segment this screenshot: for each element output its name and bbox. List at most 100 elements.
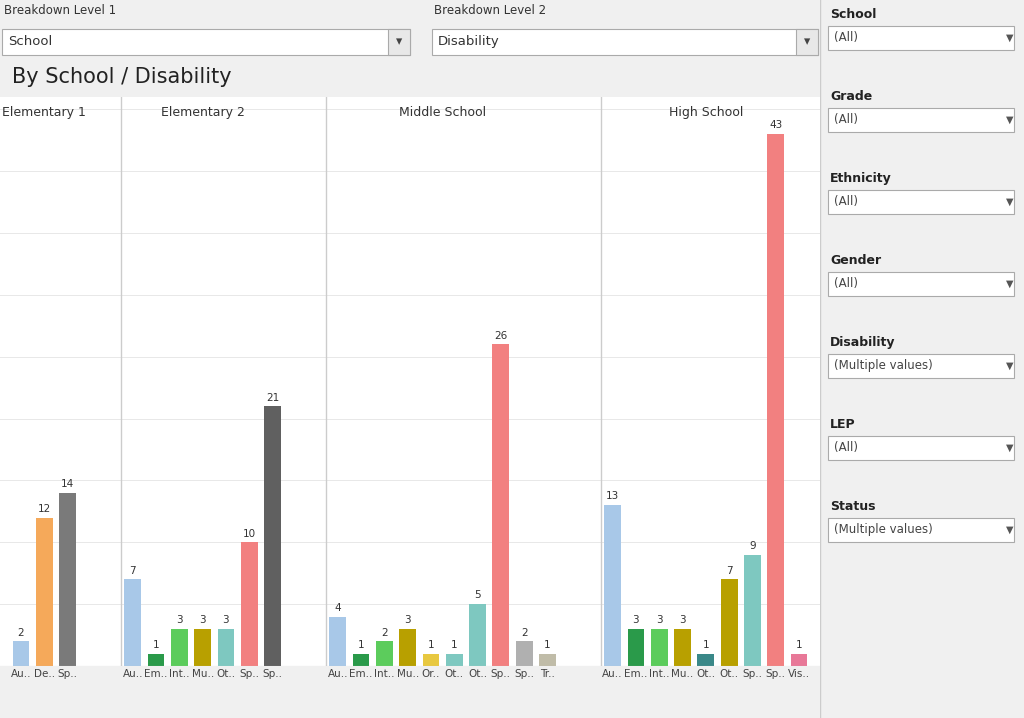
Bar <box>217 629 234 666</box>
Text: 1: 1 <box>451 640 458 650</box>
Bar <box>432 29 818 55</box>
Text: High School: High School <box>669 106 743 118</box>
Text: 26: 26 <box>495 331 508 340</box>
Bar <box>744 555 761 666</box>
Bar <box>2 29 410 55</box>
Text: (All): (All) <box>834 277 858 291</box>
Text: 1: 1 <box>544 640 551 650</box>
Bar <box>12 641 30 666</box>
Text: 3: 3 <box>222 615 229 625</box>
Text: 7: 7 <box>129 566 136 576</box>
Bar <box>147 653 165 666</box>
Text: (Multiple values): (Multiple values) <box>834 360 933 373</box>
Text: 12: 12 <box>38 504 51 514</box>
Text: By School / Disability: By School / Disability <box>12 67 231 87</box>
Text: Disability: Disability <box>830 336 896 349</box>
Text: 5: 5 <box>474 590 481 600</box>
Bar <box>516 641 532 666</box>
Text: 1: 1 <box>796 640 803 650</box>
Text: 14: 14 <box>61 479 74 489</box>
Text: ▼: ▼ <box>1007 443 1014 453</box>
Bar <box>828 518 1014 542</box>
Text: (All): (All) <box>834 195 858 208</box>
Text: 3: 3 <box>200 615 206 625</box>
Text: ▾: ▾ <box>396 35 402 49</box>
Bar <box>628 629 644 666</box>
Bar <box>651 629 668 666</box>
Text: ▼: ▼ <box>1007 279 1014 289</box>
Text: (All): (All) <box>834 32 858 45</box>
Text: ▾: ▾ <box>804 35 810 49</box>
Text: 3: 3 <box>176 615 182 625</box>
Bar <box>767 134 784 666</box>
Text: 21: 21 <box>266 393 280 403</box>
Bar <box>36 518 52 666</box>
Text: 1: 1 <box>428 640 434 650</box>
Text: 1: 1 <box>702 640 710 650</box>
Bar <box>828 26 1014 50</box>
Text: 4: 4 <box>335 603 341 612</box>
Text: Grade: Grade <box>830 90 872 103</box>
Bar <box>674 629 691 666</box>
Bar <box>241 542 258 666</box>
Text: 9: 9 <box>750 541 756 551</box>
Text: ▼: ▼ <box>1007 115 1014 125</box>
Text: 2: 2 <box>17 628 25 638</box>
Bar <box>796 29 818 55</box>
Bar <box>721 579 737 666</box>
Text: 7: 7 <box>726 566 732 576</box>
Text: 3: 3 <box>679 615 686 625</box>
Text: 13: 13 <box>606 492 620 501</box>
Text: 2: 2 <box>381 628 388 638</box>
Text: ▼: ▼ <box>1007 361 1014 371</box>
Text: 10: 10 <box>243 528 256 538</box>
Bar <box>264 406 281 666</box>
Bar <box>171 629 187 666</box>
Text: 1: 1 <box>357 640 365 650</box>
Text: Status: Status <box>830 500 876 513</box>
Text: (All): (All) <box>834 113 858 126</box>
Text: School: School <box>830 8 877 21</box>
Text: Breakdown Level 1: Breakdown Level 1 <box>4 4 116 17</box>
Text: ▼: ▼ <box>1007 197 1014 207</box>
Text: ▼: ▼ <box>1007 33 1014 43</box>
Text: LEP: LEP <box>830 418 856 431</box>
Bar <box>376 641 393 666</box>
Text: Gender: Gender <box>830 254 881 267</box>
Bar <box>539 653 556 666</box>
Bar <box>124 579 141 666</box>
Bar <box>828 108 1014 132</box>
Text: ▼: ▼ <box>1007 525 1014 535</box>
Bar <box>828 190 1014 214</box>
Text: 3: 3 <box>404 615 411 625</box>
Text: Ethnicity: Ethnicity <box>830 172 892 185</box>
Text: Disability: Disability <box>438 35 500 49</box>
Bar <box>399 629 416 666</box>
Text: 3: 3 <box>656 615 663 625</box>
Bar <box>352 653 370 666</box>
Text: Elementary 1: Elementary 1 <box>2 106 86 118</box>
Bar <box>469 604 486 666</box>
Text: 1: 1 <box>153 640 160 650</box>
Bar <box>388 29 410 55</box>
Text: (All): (All) <box>834 442 858 454</box>
Bar <box>828 436 1014 460</box>
Bar <box>604 505 622 666</box>
Bar <box>330 617 346 666</box>
Bar <box>828 354 1014 378</box>
Text: Breakdown Level 2: Breakdown Level 2 <box>434 4 546 17</box>
Text: 3: 3 <box>633 615 639 625</box>
Text: 43: 43 <box>769 121 782 131</box>
Text: Middle School: Middle School <box>399 106 486 118</box>
Bar <box>195 629 211 666</box>
Bar <box>791 653 807 666</box>
Bar <box>828 272 1014 296</box>
Text: (Multiple values): (Multiple values) <box>834 523 933 536</box>
Text: 2: 2 <box>521 628 527 638</box>
Bar <box>493 345 509 666</box>
Bar <box>697 653 714 666</box>
Bar <box>59 493 76 666</box>
Bar <box>445 653 463 666</box>
Text: Elementary 2: Elementary 2 <box>161 106 245 118</box>
Text: School: School <box>8 35 52 49</box>
